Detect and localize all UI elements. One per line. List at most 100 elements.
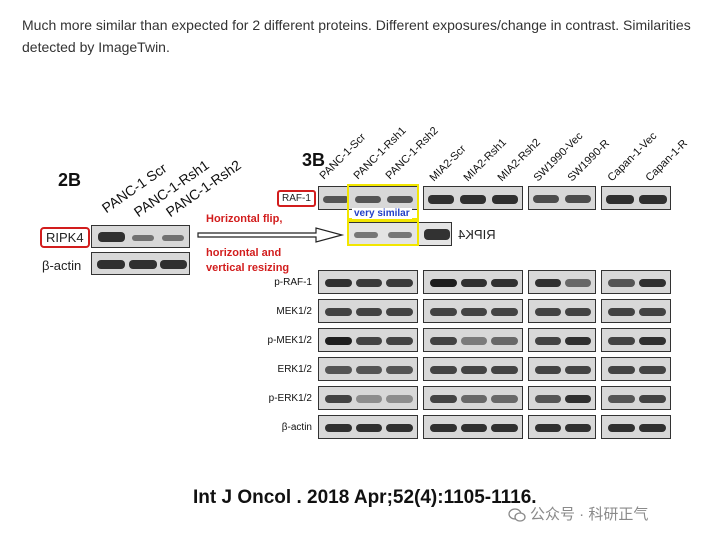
row-label-p-raf1: p-RAF-1 xyxy=(274,277,312,288)
band xyxy=(430,366,457,374)
band xyxy=(460,424,488,432)
blot-3b-row4-g1 xyxy=(318,357,418,381)
band xyxy=(355,366,383,374)
blot-3b-raf1-g3 xyxy=(528,186,596,210)
band xyxy=(491,279,518,287)
band xyxy=(355,279,383,287)
band xyxy=(325,395,352,403)
band xyxy=(535,308,561,316)
band xyxy=(639,366,666,374)
blot-3b-row6-g2 xyxy=(423,415,523,439)
band xyxy=(565,308,591,316)
band xyxy=(460,395,488,403)
panel-3b-title: 3B xyxy=(302,150,326,170)
blot-3b-row6-g1 xyxy=(318,415,418,439)
blot-3b-row3-g2 xyxy=(423,328,523,352)
band xyxy=(491,395,518,403)
band xyxy=(386,366,413,374)
raf1-row-label: RAF-1 xyxy=(277,190,316,207)
blot-3b-row1-g3 xyxy=(528,270,596,294)
blot-3b-row3-g1 xyxy=(318,328,418,352)
arrow-icon xyxy=(197,227,345,243)
resize-note-2: vertical resizing xyxy=(206,262,290,274)
blot-3b-row5-g4 xyxy=(601,386,671,410)
band xyxy=(565,395,591,403)
mirrored-ripk4-label: RIPK4 xyxy=(458,227,496,242)
blot-3b-row5-g3 xyxy=(528,386,596,410)
band xyxy=(608,337,635,345)
band xyxy=(386,424,413,432)
wechat-icon xyxy=(508,508,526,522)
band xyxy=(535,395,561,403)
band xyxy=(535,279,561,287)
band xyxy=(639,279,666,287)
blot-3b-row1-g2 xyxy=(423,270,523,294)
panel-2b-title: 2B xyxy=(58,170,82,190)
band xyxy=(386,337,413,345)
resize-note-1: horizontal and xyxy=(206,247,282,259)
band xyxy=(430,337,457,345)
band xyxy=(430,279,457,287)
band xyxy=(386,308,413,316)
band xyxy=(639,337,666,345)
blot-3b-row1-g4 xyxy=(601,270,671,294)
band xyxy=(430,424,457,432)
blot-3b-row2-g2 xyxy=(423,299,523,323)
band xyxy=(460,337,488,345)
band xyxy=(355,424,383,432)
blot-3b-row4-g3 xyxy=(528,357,596,381)
band xyxy=(639,395,666,403)
band xyxy=(460,366,488,374)
row-label-mek: MEK1/2 xyxy=(276,306,312,317)
blot-2b-ripk4 xyxy=(91,225,190,248)
band xyxy=(608,395,635,403)
blot-3b-row2-g3 xyxy=(528,299,596,323)
band xyxy=(325,308,352,316)
band xyxy=(608,424,635,432)
blot-3b-row5-g2 xyxy=(423,386,523,410)
row-label-erk: ERK1/2 xyxy=(277,364,312,375)
row-label-p-erk: p-ERK1/2 xyxy=(268,393,312,404)
watermark: 公众号 · 科研正气 xyxy=(508,503,648,524)
band xyxy=(639,308,666,316)
band xyxy=(565,424,591,432)
blot-3b-raf1-g2 xyxy=(423,186,523,210)
band xyxy=(608,366,635,374)
blot-3b-row3-g4 xyxy=(601,328,671,352)
band xyxy=(325,366,352,374)
band xyxy=(325,424,352,432)
band xyxy=(460,279,488,287)
band xyxy=(491,308,518,316)
band xyxy=(325,337,352,345)
blot-2b-actin xyxy=(91,252,190,275)
band xyxy=(608,279,635,287)
band xyxy=(608,308,635,316)
band xyxy=(491,424,518,432)
band xyxy=(386,395,413,403)
blot-3b-row3-g3 xyxy=(528,328,596,352)
band xyxy=(355,308,383,316)
flip-note: Horizontal flip, xyxy=(206,213,283,225)
blot-3b-raf1-g4 xyxy=(601,186,671,210)
citation: Int J Oncol . 2018 Apr;52(4):1105-1116. xyxy=(193,487,537,508)
blot-3b-row1-g1 xyxy=(318,270,418,294)
blot-3b-row6-g3 xyxy=(528,415,596,439)
band xyxy=(430,308,457,316)
band xyxy=(565,337,591,345)
similar-note: very similar xyxy=(352,208,412,219)
band xyxy=(355,337,383,345)
band xyxy=(491,337,518,345)
blot-mirrored-ripk4 xyxy=(347,222,452,246)
lane-label-3b-4: MIA2-Scr xyxy=(427,143,469,184)
ripk4-row-label: RIPK4 xyxy=(40,227,90,248)
caption-text: Much more similar than expected for 2 di… xyxy=(22,17,691,55)
band xyxy=(565,366,591,374)
blot-3b-row2-g4 xyxy=(601,299,671,323)
band xyxy=(639,424,666,432)
band xyxy=(565,279,591,287)
band xyxy=(535,366,561,374)
blot-3b-row4-g2 xyxy=(423,357,523,381)
band xyxy=(535,337,561,345)
band xyxy=(460,308,488,316)
